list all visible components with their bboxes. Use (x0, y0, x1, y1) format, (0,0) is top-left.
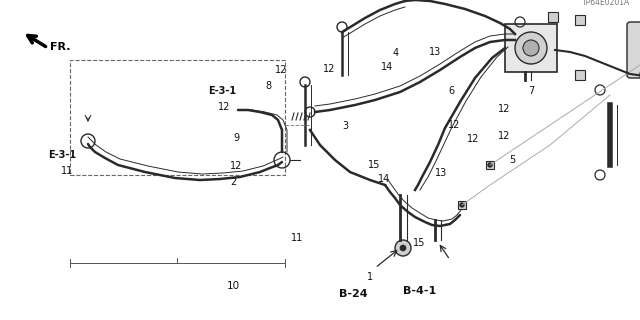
Text: 14: 14 (381, 62, 393, 72)
Text: E-3-1: E-3-1 (48, 150, 76, 160)
Text: 10: 10 (227, 281, 240, 292)
Text: 2: 2 (230, 177, 237, 188)
Bar (458, 201, 466, 209)
Text: 13: 13 (435, 168, 447, 178)
Text: E-3-1: E-3-1 (208, 86, 236, 96)
Circle shape (400, 245, 406, 251)
Text: B-4-1: B-4-1 (403, 286, 436, 296)
Text: 14: 14 (378, 174, 390, 184)
Text: 11: 11 (61, 166, 73, 176)
Text: 13: 13 (429, 47, 441, 57)
Text: 12: 12 (230, 161, 243, 172)
Circle shape (488, 163, 492, 167)
Bar (70, 60, 285, 175)
Circle shape (523, 40, 539, 56)
Text: 12: 12 (448, 120, 460, 130)
Text: TP64E0201A: TP64E0201A (582, 0, 630, 7)
Text: 7: 7 (528, 86, 534, 96)
Bar (548, 12, 558, 22)
Text: 15: 15 (413, 238, 425, 248)
Text: 3: 3 (342, 121, 349, 132)
Text: 12: 12 (498, 104, 510, 114)
Circle shape (460, 203, 464, 207)
Bar (575, 15, 585, 25)
Text: 12: 12 (275, 65, 287, 76)
Text: 1: 1 (367, 272, 373, 282)
Circle shape (515, 32, 547, 64)
Text: 12: 12 (218, 102, 230, 112)
Text: 5: 5 (509, 155, 515, 165)
Text: 6: 6 (448, 86, 454, 96)
Text: FR.: FR. (50, 42, 70, 52)
Text: 15: 15 (368, 160, 380, 170)
Text: 8: 8 (266, 81, 272, 92)
Text: B-24: B-24 (339, 289, 368, 300)
Bar (575, 70, 585, 80)
Text: 9: 9 (234, 132, 240, 143)
Text: 12: 12 (498, 131, 510, 141)
Bar (505, 24, 557, 72)
Circle shape (395, 240, 411, 256)
FancyBboxPatch shape (627, 22, 640, 78)
Text: 12: 12 (323, 64, 335, 74)
Text: 12: 12 (467, 134, 479, 144)
Text: 11: 11 (291, 233, 303, 244)
Bar (486, 161, 494, 169)
Text: 4: 4 (392, 48, 399, 58)
